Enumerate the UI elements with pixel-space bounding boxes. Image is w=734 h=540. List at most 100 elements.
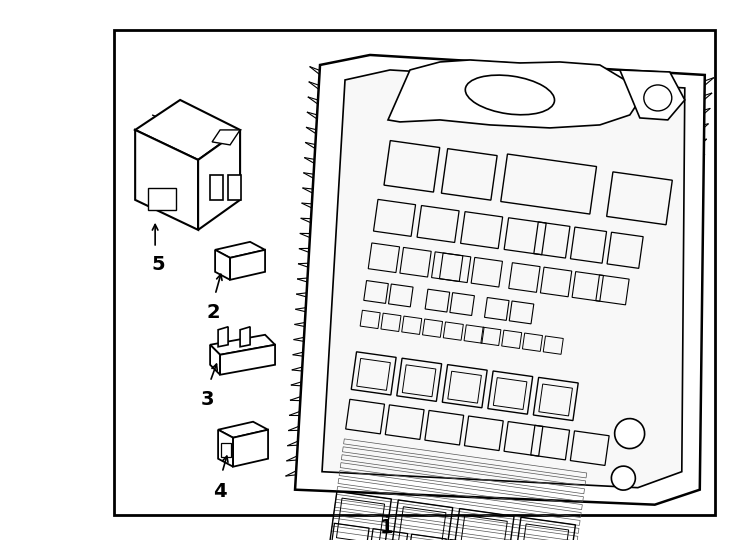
Bar	[465, 416, 504, 450]
Text: 3: 3	[200, 390, 214, 409]
Bar	[374, 199, 415, 237]
Bar	[448, 371, 482, 403]
Bar	[441, 148, 497, 200]
Bar	[368, 243, 399, 273]
Bar	[336, 494, 579, 534]
Polygon shape	[388, 60, 640, 128]
Ellipse shape	[644, 85, 672, 111]
Polygon shape	[233, 430, 268, 467]
Bar	[543, 336, 563, 354]
Bar	[397, 358, 442, 401]
Polygon shape	[210, 335, 275, 355]
Bar	[607, 172, 672, 225]
Polygon shape	[230, 250, 265, 280]
Bar	[367, 529, 407, 540]
Bar	[531, 426, 570, 460]
Text: 2: 2	[206, 303, 220, 322]
Bar	[425, 410, 464, 445]
Bar	[346, 399, 385, 434]
Bar	[384, 140, 440, 192]
Polygon shape	[215, 250, 230, 280]
Polygon shape	[619, 70, 685, 120]
Bar	[501, 154, 597, 214]
Bar	[501, 330, 522, 348]
Bar	[464, 325, 484, 343]
Ellipse shape	[611, 466, 636, 490]
Bar	[534, 377, 578, 421]
Bar	[481, 327, 501, 346]
Bar	[572, 272, 603, 301]
Bar	[425, 289, 450, 312]
Bar	[364, 281, 388, 303]
Bar	[471, 258, 503, 287]
Bar	[338, 478, 581, 517]
Bar	[333, 510, 577, 540]
Bar	[333, 518, 575, 540]
Polygon shape	[322, 70, 685, 488]
Bar	[607, 232, 643, 268]
Bar	[539, 384, 573, 416]
Bar	[385, 405, 424, 440]
Polygon shape	[295, 55, 705, 505]
Bar	[523, 333, 542, 352]
Bar	[450, 293, 474, 315]
Bar	[335, 502, 578, 540]
Ellipse shape	[614, 418, 644, 449]
Bar	[493, 377, 527, 409]
Bar	[443, 322, 463, 340]
Bar	[514, 517, 575, 540]
Bar	[423, 319, 443, 338]
Bar	[443, 364, 487, 408]
Polygon shape	[218, 422, 268, 438]
Text: 5: 5	[151, 255, 165, 274]
Bar	[509, 301, 534, 324]
Bar	[341, 455, 584, 494]
Polygon shape	[240, 327, 250, 347]
Bar	[432, 252, 463, 281]
Bar	[504, 422, 543, 456]
Bar	[504, 218, 546, 255]
Polygon shape	[218, 430, 233, 467]
Bar	[484, 298, 509, 320]
Bar	[331, 526, 575, 540]
Bar	[221, 443, 231, 457]
Bar	[596, 275, 629, 305]
Bar	[352, 352, 396, 395]
Polygon shape	[212, 130, 240, 145]
Bar	[360, 310, 380, 328]
Bar	[398, 507, 446, 540]
Bar	[401, 316, 422, 334]
Bar	[337, 487, 580, 525]
Bar	[509, 262, 540, 292]
Bar	[343, 447, 586, 486]
Bar	[459, 515, 507, 540]
Bar	[540, 267, 572, 297]
Polygon shape	[210, 175, 223, 200]
Bar	[341, 463, 584, 502]
Bar	[570, 227, 606, 263]
Polygon shape	[228, 175, 241, 200]
Bar	[417, 206, 459, 242]
Polygon shape	[198, 130, 240, 230]
Polygon shape	[135, 130, 198, 230]
Bar	[388, 284, 413, 307]
Bar	[402, 365, 436, 397]
Bar	[405, 534, 446, 540]
Bar	[440, 253, 470, 282]
Bar	[357, 359, 390, 390]
Bar	[534, 222, 570, 258]
Bar	[148, 188, 176, 210]
Bar	[570, 431, 609, 465]
Polygon shape	[215, 242, 265, 258]
Bar	[461, 212, 503, 248]
Bar	[488, 371, 533, 414]
Bar	[330, 491, 391, 540]
Bar	[328, 523, 369, 540]
Polygon shape	[220, 345, 275, 375]
Bar	[344, 439, 586, 478]
Bar	[391, 500, 453, 540]
Bar	[336, 498, 385, 540]
Text: 4: 4	[214, 482, 227, 501]
Ellipse shape	[465, 75, 554, 115]
Polygon shape	[218, 327, 228, 347]
